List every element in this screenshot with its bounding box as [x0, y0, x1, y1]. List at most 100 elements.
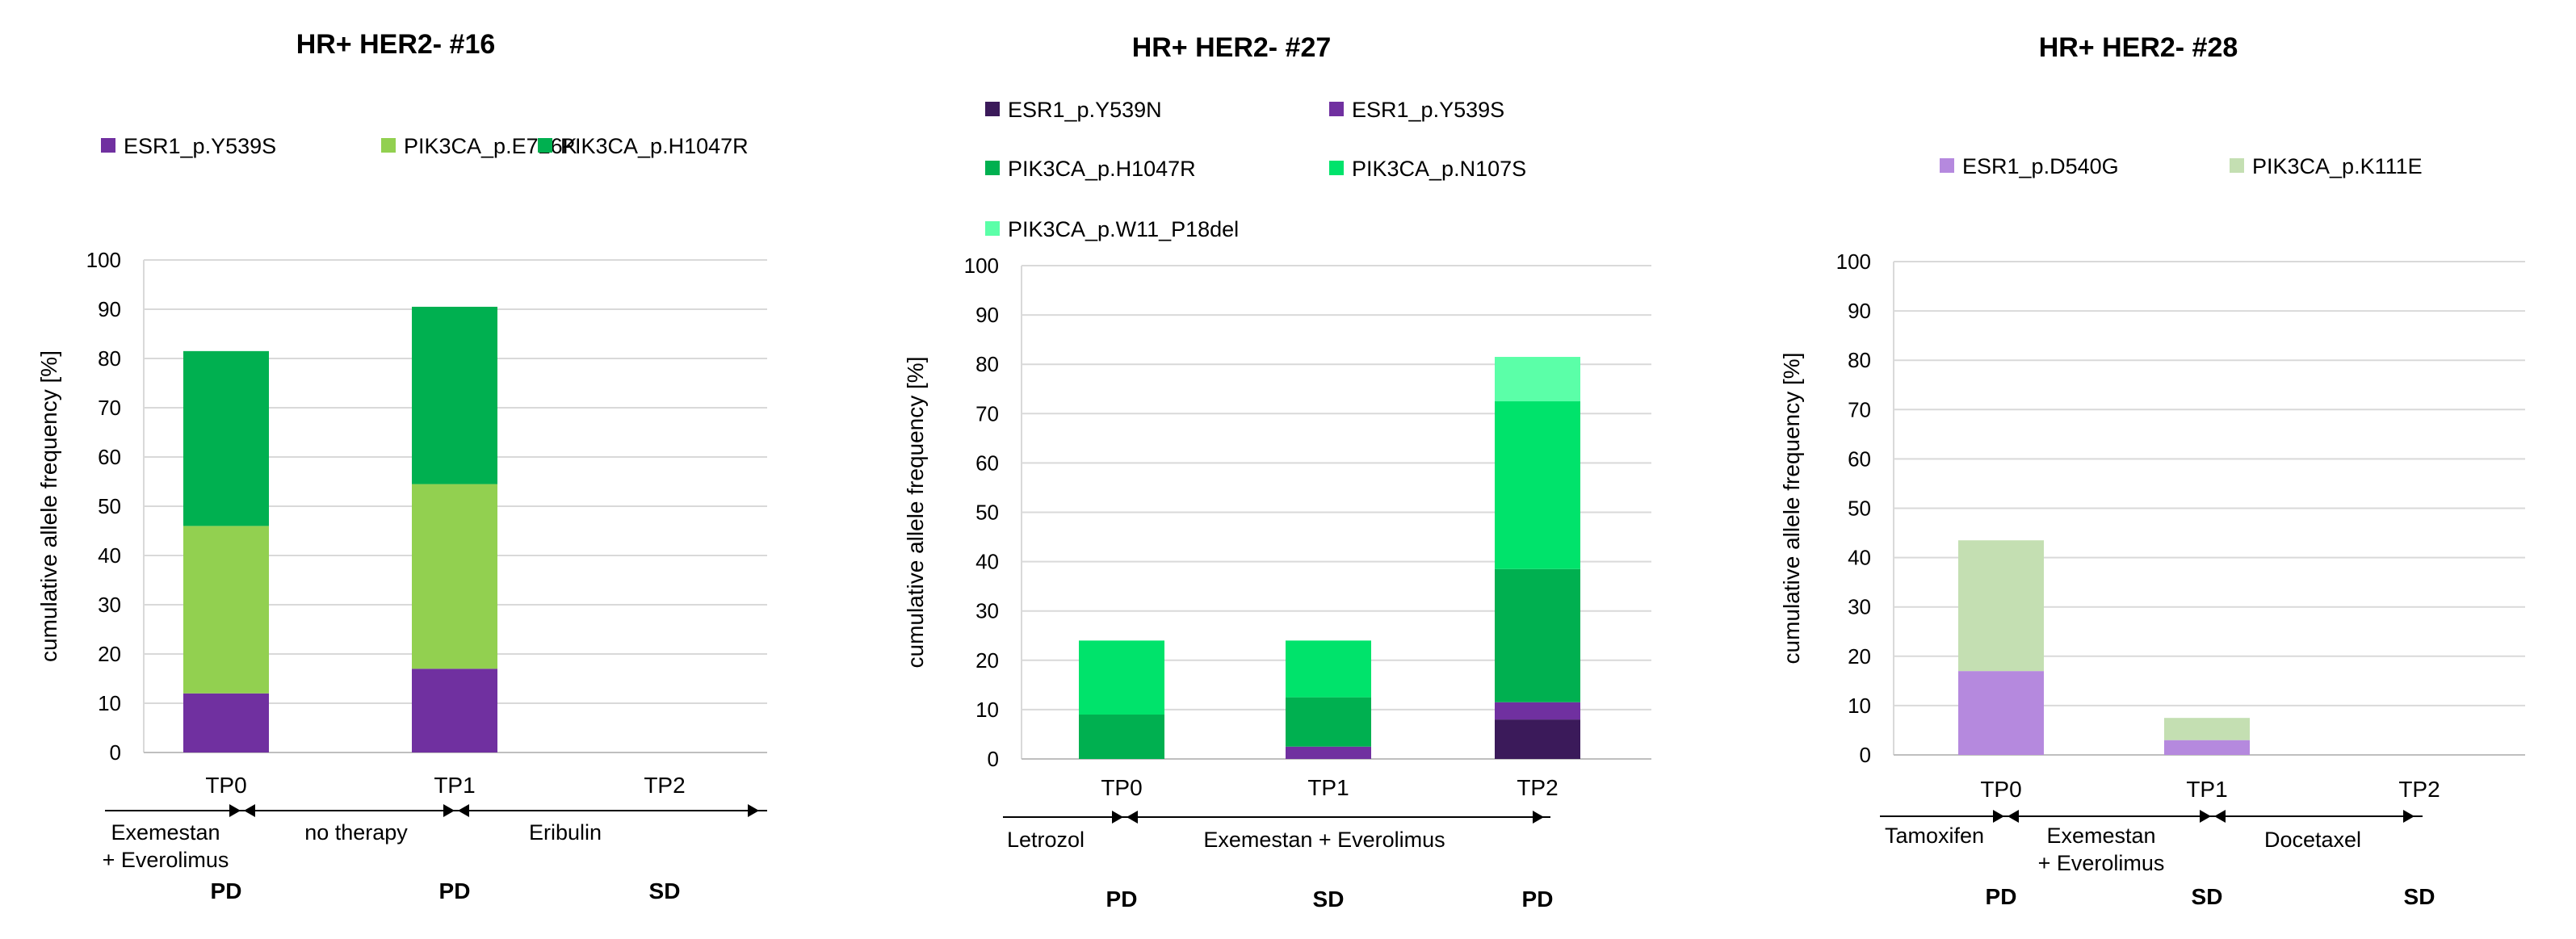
response-label: PD [211, 878, 242, 903]
chart-panel-1: HR+ HER2- #16 ESR1_p.Y539S PIK3CA_p.E726KP… [36, 29, 767, 903]
bar-segment-TP2-PIK3CA_p.N107S [1495, 401, 1580, 569]
legend: ESR1_p.Y539N ESR1_p.Y539S PIK3CA_p.H1047R P… [985, 98, 1526, 241]
timeline-arrowhead [229, 804, 241, 817]
therapy-timeline: Tamoxifen Exemestan + Everolimus Docetaxel [1880, 810, 2423, 875]
y-tick-label: 60 [975, 451, 999, 475]
x-tick-label: TP2 [644, 773, 685, 798]
legend-swatch [2230, 158, 2244, 173]
therapy-label: Exemestan [111, 820, 220, 845]
therapy-timeline: Exemestan + Everolimus no therapy Eribulin [103, 804, 767, 872]
bars [183, 306, 497, 752]
bar-segment-TP0-PIK3CA_p.H1047R [1079, 715, 1164, 759]
chart-title: HR+ HER2- #28 [2039, 32, 2238, 63]
response-label: SD [2192, 884, 2223, 909]
y-tick-label: 40 [1848, 546, 1871, 570]
x-tick-label: TP1 [434, 773, 475, 798]
x-tick-label: TP0 [1980, 777, 2021, 802]
y-tick-label: 70 [975, 401, 999, 425]
y-tick-label: 100 [86, 248, 121, 272]
bar-segment-TP1-PIK3CA_p.K111E [2164, 718, 2250, 740]
chart-title: HR+ HER2- #27 [1132, 32, 1332, 63]
legend-swatch [1940, 158, 1954, 173]
therapy-label: + Everolimus [103, 848, 229, 872]
therapy-label: Eribulin [529, 820, 602, 845]
timeline-arrowhead [443, 804, 455, 817]
therapy-label: + Everolimus [2038, 851, 2165, 875]
chart-panel-2: HR+ HER2- #27 ESR1_p.Y539N ESR1_p.Y539S PIK… [903, 32, 1651, 912]
y-tick-label: 10 [975, 698, 999, 722]
therapy-label: Exemestan + Everolimus [1203, 828, 1445, 852]
y-axis: 0 10 20 30 40 50 60 70 80 90 100 [1836, 249, 2525, 767]
legend-label: ESR1_p.D540G [1962, 154, 2119, 178]
x-tick-label: TP1 [2186, 777, 2227, 802]
bar-segment-TP1-ESR1_p.Y539S [412, 669, 497, 752]
therapy-label: Docetaxel [2264, 828, 2361, 852]
bars [1958, 540, 2250, 755]
legend-swatch [985, 102, 1000, 116]
y-tick-label: 100 [1836, 249, 1871, 274]
bar-segment-TP1-ESR1_p.Y539S [1286, 746, 1371, 759]
x-tick-label: TP2 [1517, 775, 1558, 800]
legend-swatch [985, 161, 1000, 175]
response-label: SD [1313, 887, 1345, 912]
therapy-label: Letrozol [1007, 828, 1085, 852]
y-tick-label: 10 [98, 691, 121, 715]
chart-title: HR+ HER2- #16 [296, 29, 496, 60]
y-tick-label: 0 [110, 740, 121, 765]
therapy-timeline: Letrozol Exemestan + Everolimus [1003, 811, 1550, 852]
y-tick-label: 0 [988, 747, 999, 771]
y-tick-label: 30 [1848, 595, 1871, 619]
timeline-arrowhead [748, 804, 759, 817]
y-tick-label: 30 [98, 593, 121, 617]
bar-segment-TP2-PIK3CA_p.W11_P18del [1495, 357, 1580, 402]
legend-label: PIK3CA_p.H1047R [560, 134, 749, 158]
timeline-arrowhead [1126, 811, 1138, 824]
legend: ESR1_p.D540G PIK3CA_p.K111E [1940, 154, 2423, 178]
y-axis-label: cumulative allele frequency [%] [36, 350, 61, 662]
y-tick-label: 80 [1848, 348, 1871, 372]
timeline-arrowhead [1993, 810, 2004, 823]
y-tick-label: 70 [1848, 397, 1871, 421]
bar-segment-TP1-PIK3CA_p.H1047R [412, 306, 497, 484]
bar-segment-TP0-PIK3CA_p.N107S [1079, 640, 1164, 715]
bar-segment-TP2-ESR1_p.Y539S [1495, 702, 1580, 720]
legend-swatch [538, 138, 552, 153]
y-tick-label: 20 [1848, 644, 1871, 669]
bar-segment-TP0-PIK3CA_p.H1047R [183, 350, 269, 526]
timeline-arrowhead [2008, 810, 2019, 823]
legend-swatch [985, 221, 1000, 236]
y-tick-label: 90 [975, 303, 999, 327]
legend-label: PIK3CA_p.H1047R [1008, 157, 1196, 181]
response-label: PD [1106, 887, 1138, 912]
bar-segment-TP1-PIK3CA_p.H1047R [1286, 697, 1371, 747]
legend-swatch [101, 138, 115, 153]
bar-segment-TP1-ESR1_p.D540G [2164, 740, 2250, 755]
y-tick-label: 40 [975, 550, 999, 574]
response-label: PD [439, 878, 471, 903]
bar-segment-TP0-PIK3CA_p.E726K [183, 526, 269, 694]
timeline-arrowhead [458, 804, 469, 817]
bar-segment-TP2-ESR1_p.Y539N [1495, 719, 1580, 759]
y-tick-label: 40 [98, 543, 121, 568]
therapy-label: Tamoxifen [1885, 824, 1984, 848]
bars [1079, 357, 1580, 759]
legend: ESR1_p.Y539S PIK3CA_p.E726KPIK3CA_p.H1047… [101, 134, 749, 158]
bar-segment-TP1-PIK3CA_p.E726K [412, 484, 497, 669]
chart-panel-3: HR+ HER2- #28 ESR1_p.D540G PIK3CA_p.K111E 0… [1779, 32, 2525, 909]
y-tick-label: 50 [1848, 497, 1871, 521]
bar-segment-TP0-PIK3CA_p.K111E [1958, 540, 2044, 672]
x-tick-label: TP1 [1307, 775, 1349, 800]
therapy-label: Exemestan [2046, 824, 2155, 848]
legend-swatch [381, 138, 396, 153]
y-tick-label: 20 [98, 642, 121, 666]
legend-label: PIK3CA_p.W11_P18del [1008, 217, 1239, 241]
timeline-arrowhead [2200, 810, 2211, 823]
response-label: PD [1522, 887, 1554, 912]
y-tick-label: 80 [98, 346, 121, 371]
timeline-arrowhead [2214, 810, 2226, 823]
x-tick-label: TP0 [205, 773, 246, 798]
response-label: SD [2404, 884, 2435, 909]
response-label: PD [1986, 884, 2017, 909]
timeline-arrowhead [244, 804, 255, 817]
y-tick-label: 50 [98, 494, 121, 518]
